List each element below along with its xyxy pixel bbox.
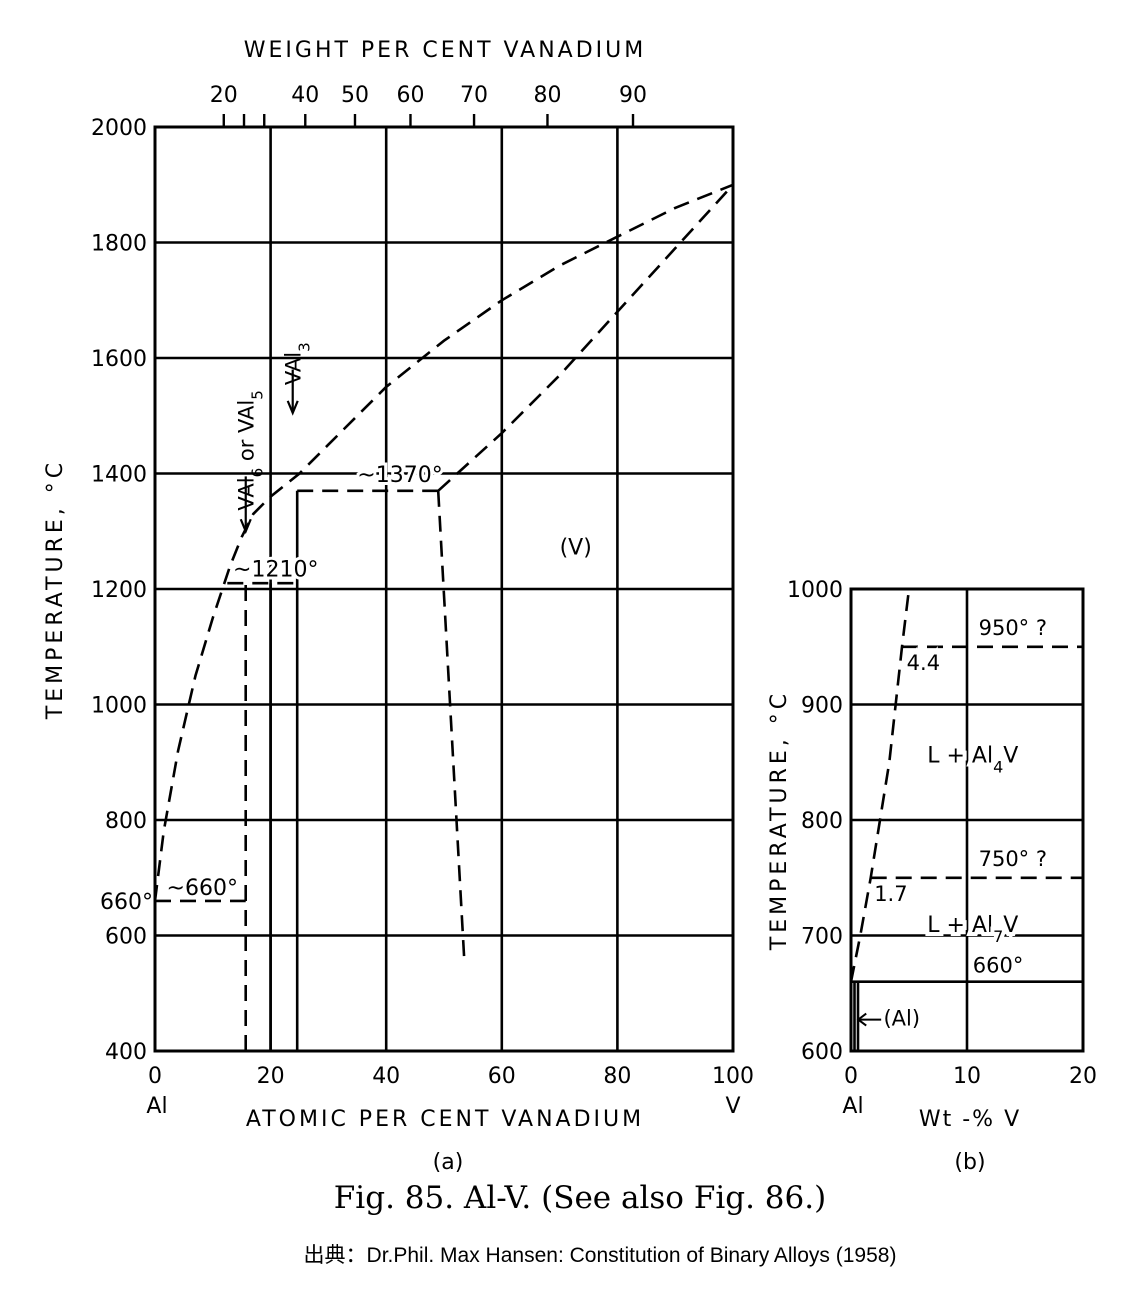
x-tick-label: 80 [603,1064,631,1089]
phase-boundary-dashed [436,490,466,959]
x-axis-title: ATOMIC PER CENT VANADIUM [246,1107,644,1132]
phase-annotation: ~660° [167,876,238,901]
y-axis-title: TEMPERATURE, °C [43,459,68,720]
label-segment: Al [235,400,259,420]
top-axis-tick-label: 60 [396,83,424,108]
plot-frame [849,587,1085,1053]
phase-boundary-dashed [437,183,734,492]
label-segment: 3 [296,342,314,352]
phase-region-label: L + Al7V [927,913,1018,946]
y-tick-label: 1000 [787,578,843,603]
x-tick-label: 40 [372,1064,400,1089]
x-tick-label: 20 [257,1064,285,1089]
y-tick-label: 800 [105,809,147,834]
x-end-label-left: Al [842,1094,863,1119]
x-tick-label: 0 [148,1064,162,1089]
label-segment: 6 [249,468,267,478]
top-axis-tick-label: 50 [341,83,369,108]
label-segment: L + Al [927,913,993,938]
label-segment: 4 [993,757,1003,776]
y-tick-label: 600 [105,925,147,950]
y-axis-title: TEMPERATURE, °C [767,690,792,951]
label-segment: V [1003,743,1018,768]
y-tick-label: 2000 [91,116,147,141]
x-tick-label: 100 [712,1064,754,1089]
y-tick-label-extra: 660° [100,890,153,915]
label-segment: 7 [993,927,1003,946]
phase-annotation: 4.4 [907,651,940,675]
phase-annotation: ~1210° [233,557,318,582]
y-tick-label: 1400 [91,463,147,488]
al-region-arrowhead [856,1012,867,1027]
phase-annotation: ~1370° [357,463,442,488]
y-tick-label: 1800 [91,232,147,257]
label-segment: or V [235,418,259,468]
top-axis-title: WEIGHT PER CENT VANADIUM [244,38,646,63]
phase-annotation: (Al) [883,1007,920,1031]
x-tick-label: 60 [488,1064,516,1089]
top-axis-tick-label: 40 [291,83,319,108]
phase-boundary-dashed [849,588,911,982]
figure-caption: Fig. 85. Al-V. (See also Fig. 86.) [334,1180,826,1216]
y-tick-label: 800 [801,809,843,834]
source-citation: 出典：Dr.Phil. Max Hansen: Constitution of … [304,1244,897,1267]
phase-annotation: 1.7 [874,882,907,906]
compound-arrowhead [239,518,252,535]
y-tick-label: 700 [801,925,843,950]
x-tick-label: 10 [953,1064,981,1089]
phase-annotation: (V) [560,535,592,560]
label-segment: V [1003,913,1018,938]
phase-region-label: L + Al4V [927,743,1018,776]
top-axis-tick-label: 20 [210,83,238,108]
compound-label: VAl6 or VAl5 [235,390,267,510]
phase-annotation: 750° ? [979,847,1047,871]
label-segment: Al [282,352,306,372]
compound-label: VAl3 [282,342,314,385]
y-tick-label: 900 [801,694,843,719]
phase-boundary-dashed [153,183,734,902]
x-end-label-left: Al [146,1094,167,1119]
y-tick-label: 1600 [91,347,147,372]
y-tick-label: 1000 [91,694,147,719]
top-axis-tick-label: 70 [460,83,488,108]
y-tick-label: 600 [801,1040,843,1065]
panel-a-al-v-diagram: 400 600 800 1000 1200 1400 1600 1800 2000 660° 0 20… [43,38,754,1175]
top-axis-tick-label: 90 [619,83,647,108]
phase-annotation: 660° [973,953,1024,977]
x-tick-label: 0 [844,1064,858,1089]
y-tick-label: 1200 [91,578,147,603]
x-tick-label: 20 [1069,1064,1097,1089]
y-tick-label: 400 [105,1040,147,1065]
panel-label: (b) [954,1150,985,1175]
compound-arrowhead [286,400,299,416]
panel-b-al-rich-detail: 600 700 800 900 1000 0 10 20 Al Wt -% V TEMPERATUR… [767,578,1097,1175]
label-segment: 5 [249,390,267,400]
x-end-label-right: V [725,1094,740,1119]
label-segment: L + Al [927,743,993,768]
x-axis-title: Wt -% V [919,1107,1021,1132]
panel-label: (a) [433,1150,464,1175]
phase-annotation: 950° ? [979,616,1047,640]
top-axis-tick-label: 80 [533,83,561,108]
